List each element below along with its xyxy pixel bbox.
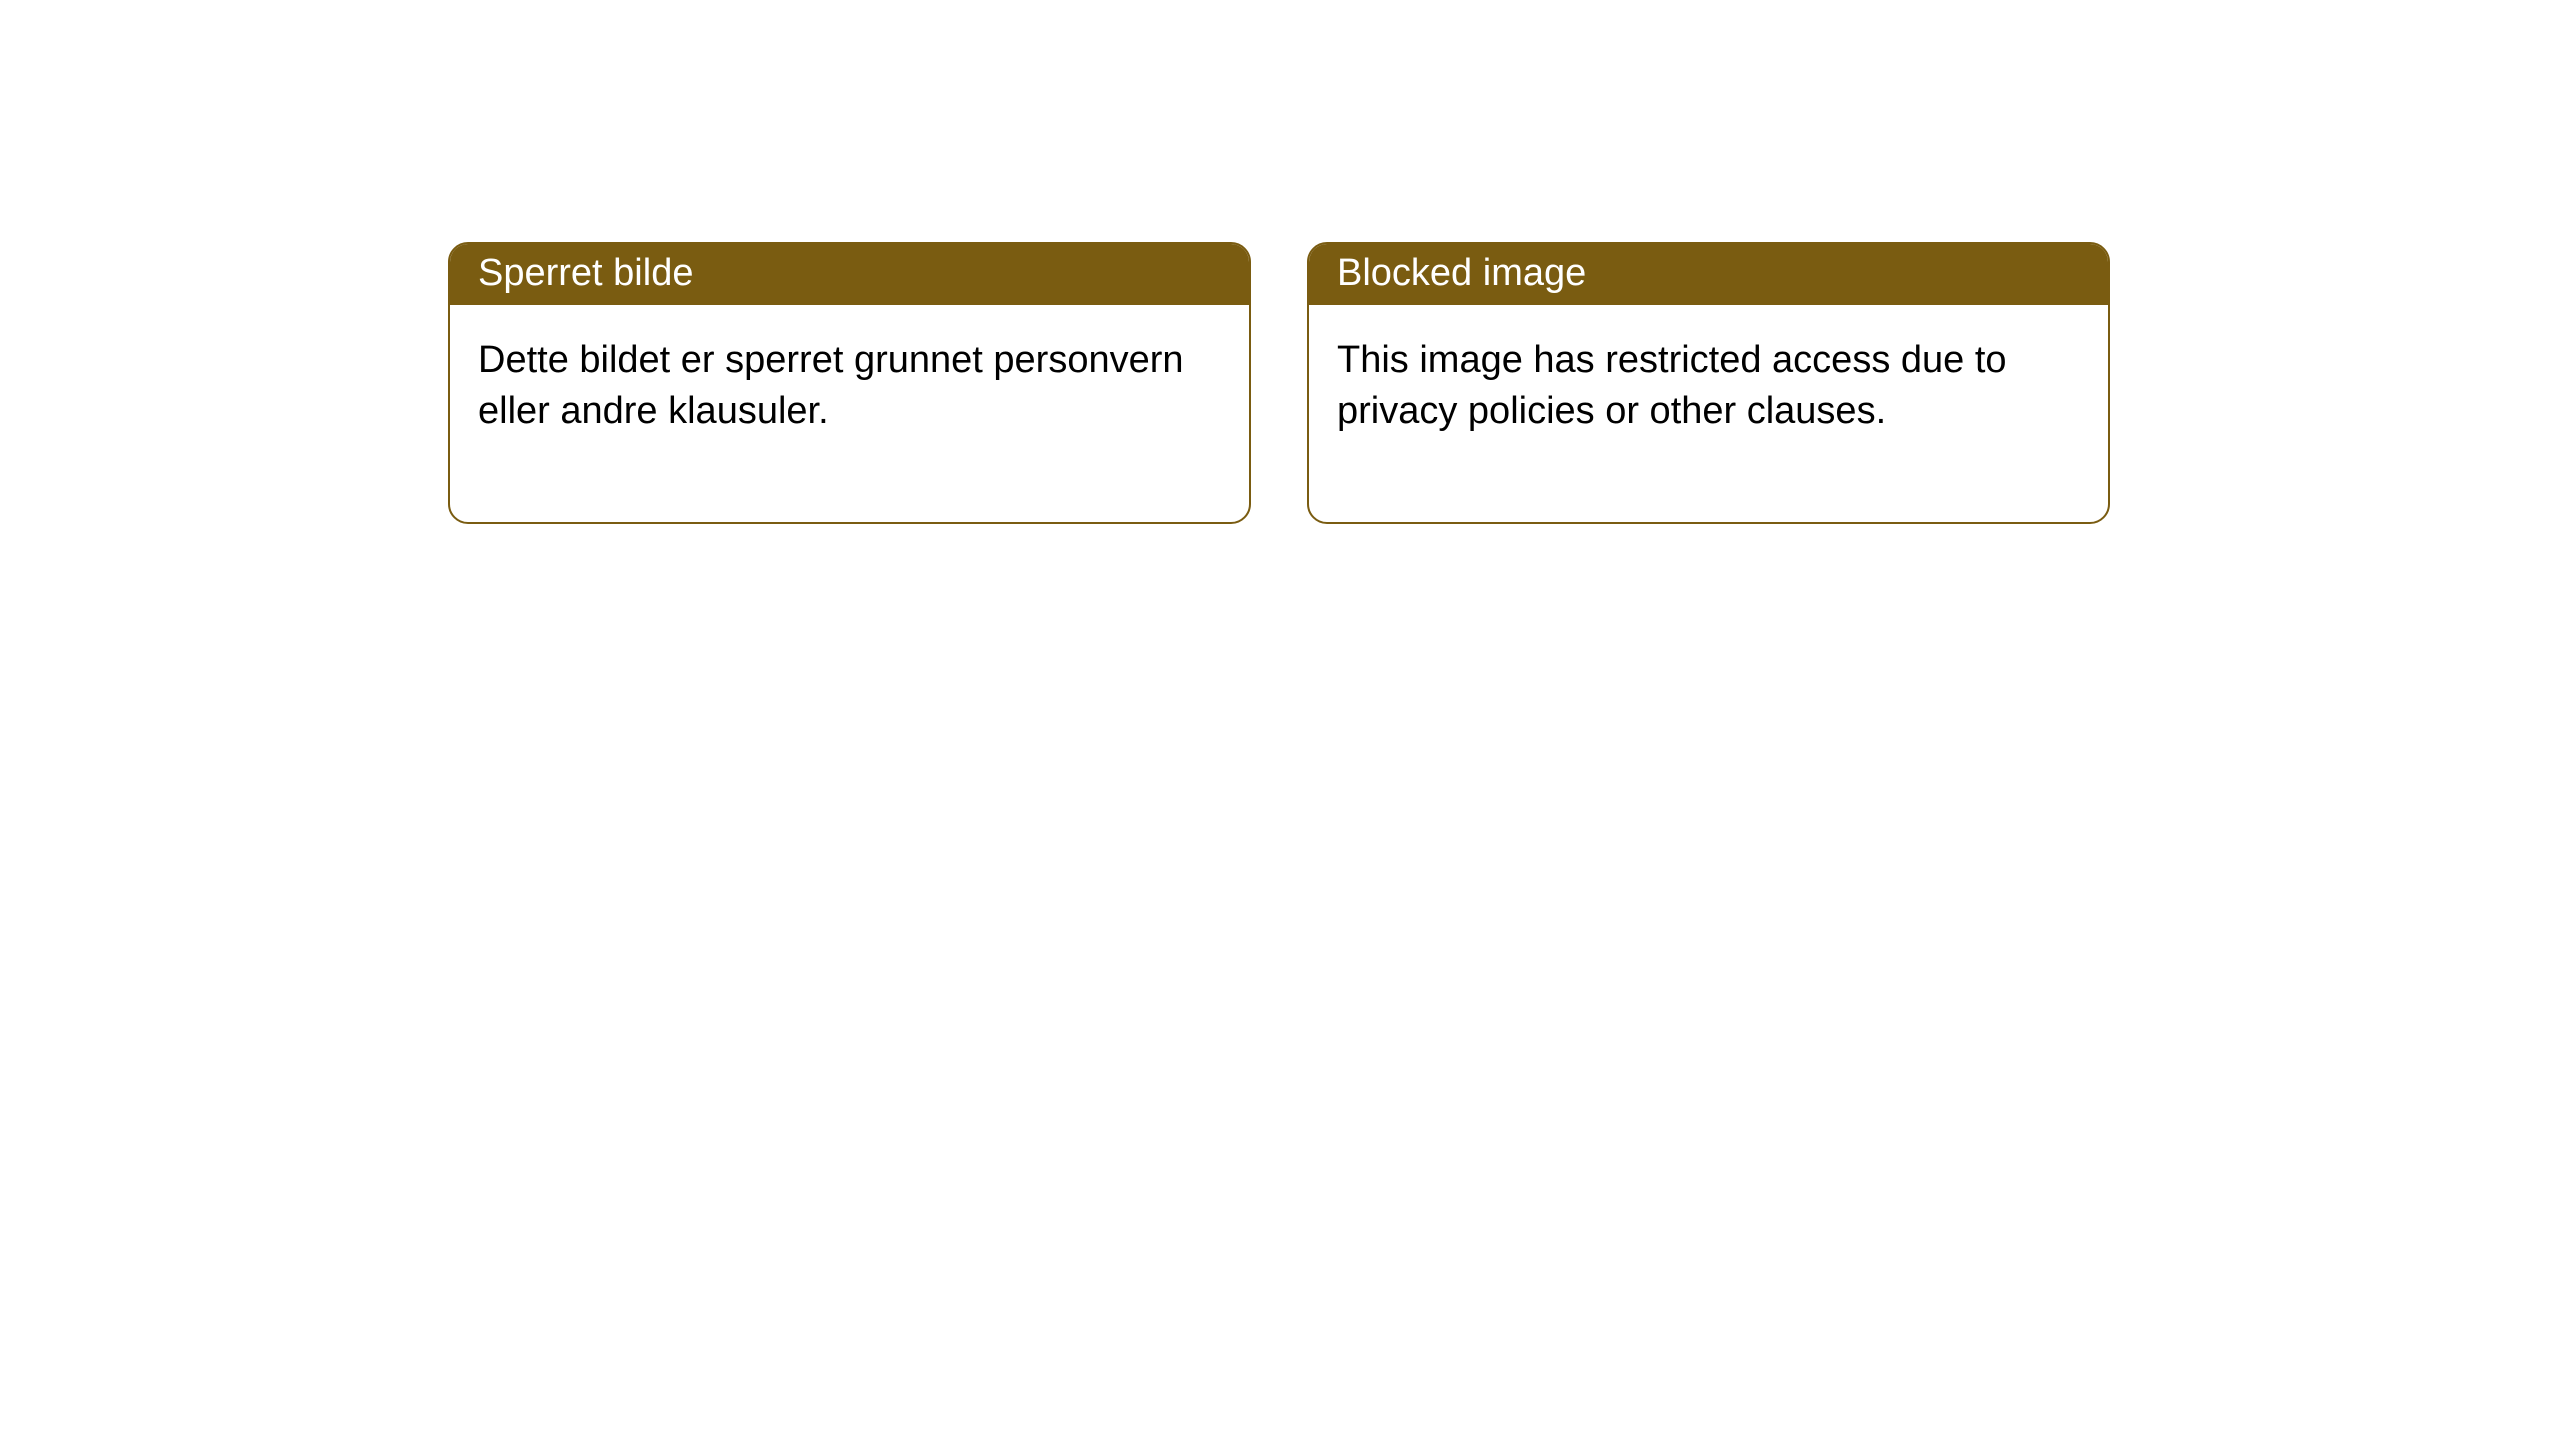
notice-header-english: Blocked image [1309,244,2108,305]
notice-body-english: This image has restricted access due to … [1309,305,2108,522]
notice-card-norwegian: Sperret bilde Dette bildet er sperret gr… [448,242,1251,524]
notice-header-norwegian: Sperret bilde [450,244,1249,305]
notice-body-norwegian: Dette bildet er sperret grunnet personve… [450,305,1249,522]
notice-card-english: Blocked image This image has restricted … [1307,242,2110,524]
notice-container: Sperret bilde Dette bildet er sperret gr… [0,0,2560,524]
